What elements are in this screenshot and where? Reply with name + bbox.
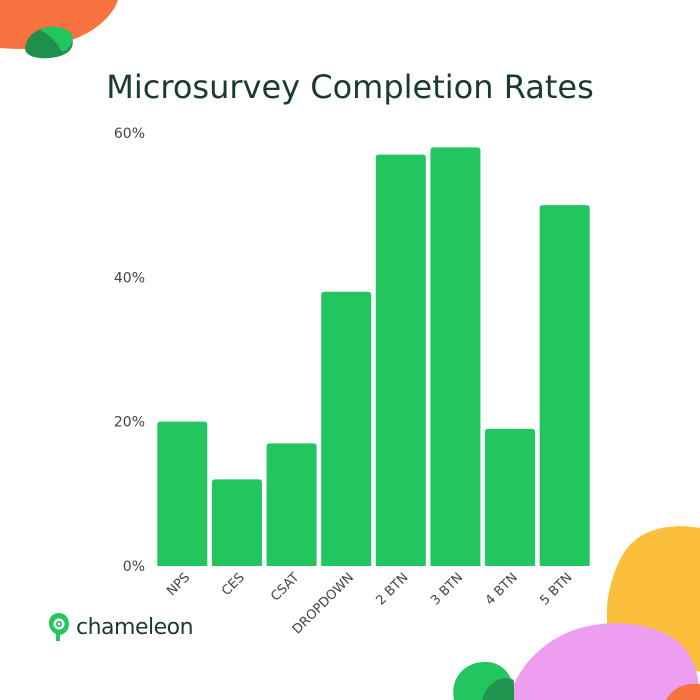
x-tick-label: 5 BTN (537, 570, 575, 608)
brand-logo: chameleon (48, 612, 194, 642)
x-tick-label: CES (219, 570, 248, 599)
bar-ces (211, 479, 262, 566)
bar-2-btn (375, 154, 426, 566)
x-tick-label: CSAT (268, 570, 302, 604)
x-tick-label: 3 BTN (428, 570, 466, 608)
y-tick-label: 40% (114, 270, 145, 286)
x-tick-label: 2 BTN (373, 570, 411, 608)
brand-name: chameleon (76, 614, 194, 640)
x-tick-label: 4 BTN (483, 570, 521, 608)
y-tick-label: 60% (114, 126, 145, 142)
y-tick-label: 20% (114, 415, 145, 431)
bar-nps (157, 421, 208, 566)
decorative-blob-top-left (0, 0, 118, 59)
bar-3-btn (430, 147, 481, 566)
y-tick-label: 0% (123, 559, 145, 575)
bar-dropdown (321, 291, 372, 566)
bar-csat (266, 443, 317, 566)
chameleon-logo-icon (49, 613, 69, 641)
chart-title: Microsurvey Completion Rates (106, 68, 594, 106)
bar-4-btn (485, 428, 536, 566)
decorative-blob-bottom-right (453, 526, 700, 700)
bar-5-btn (539, 205, 590, 566)
x-tick-label: NPS (164, 570, 193, 599)
